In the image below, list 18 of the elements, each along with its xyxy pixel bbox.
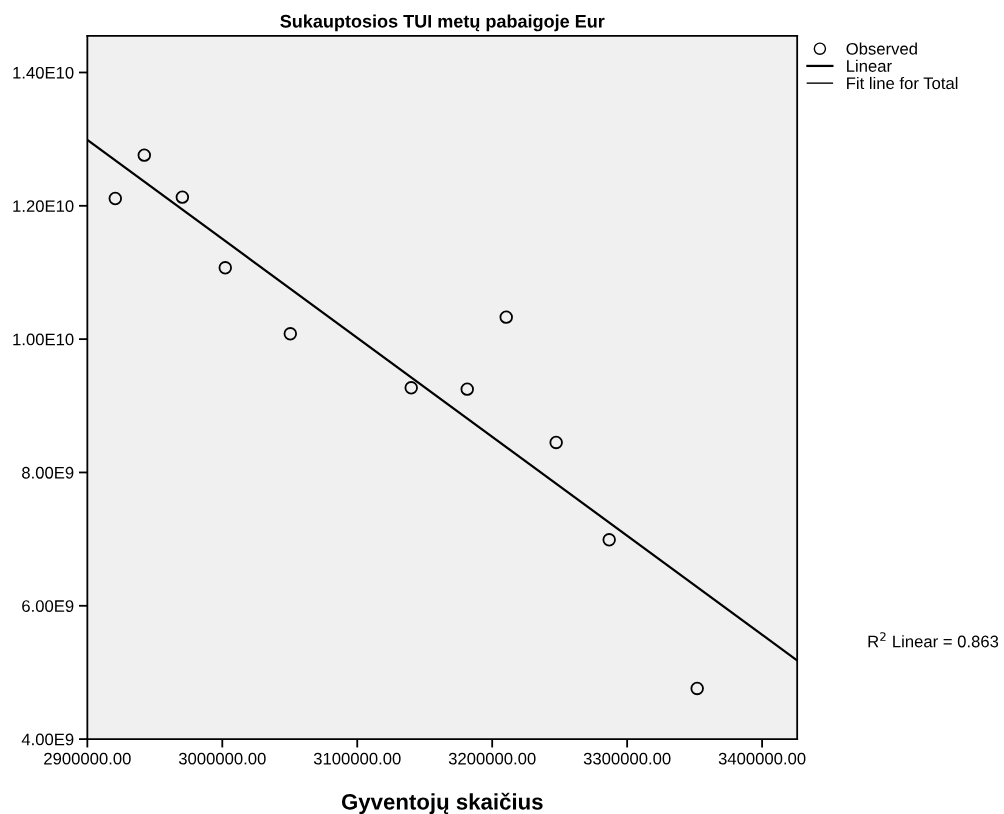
y-tick-label: 8.00E9	[22, 466, 74, 479]
x-tick-label: 3000000.00	[178, 752, 266, 765]
y-tick-label: 6.00E9	[22, 600, 74, 612]
text: Fit line for Total	[847, 76, 958, 90]
x-tick-label: 2900000.00	[44, 752, 131, 765]
x-tick-label: 3400000.00	[718, 752, 806, 765]
y-tick-label: 1.20E10	[13, 200, 74, 213]
x-tick-label: 3200000.00	[448, 752, 536, 765]
x-axis-title: Gyventojų skaičius	[341, 792, 543, 814]
legend-label: Observed	[846, 42, 917, 55]
y-tick-label: 1.00E10	[13, 333, 74, 346]
y-tick-label: 4.00E9	[21, 733, 74, 746]
legend-label: Linear	[847, 59, 892, 72]
text: R$^{2}$ Linear = 0.863	[868, 632, 999, 648]
x-tick-label: 3100000.00	[313, 752, 401, 765]
y-tick-label: 1.40E10	[13, 66, 74, 79]
chart-title: Sukauptosios TUI metų pabaigoje Eur	[280, 14, 605, 32]
x-tick-label: 3300000.00	[583, 752, 671, 765]
